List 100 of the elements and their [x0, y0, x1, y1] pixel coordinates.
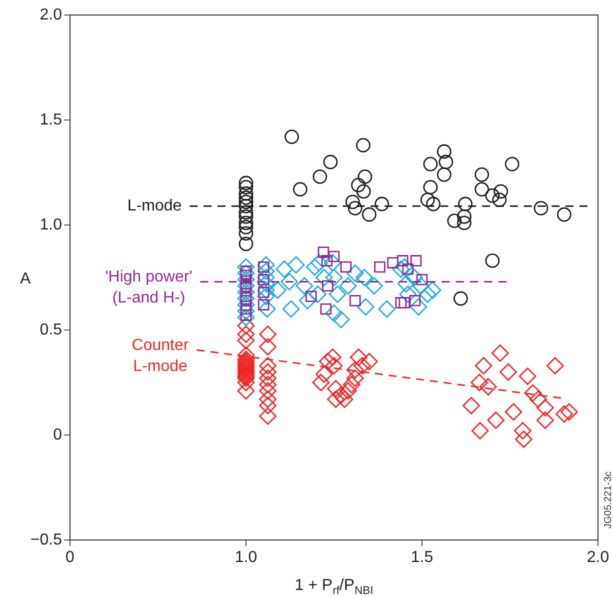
- point: [237, 270, 255, 288]
- point: [424, 281, 442, 299]
- point: [557, 207, 572, 222]
- point: [395, 297, 407, 308]
- point: [310, 254, 328, 272]
- y-axis-title: A: [20, 270, 31, 288]
- point: [356, 184, 371, 199]
- y-tick-label: 1.5: [40, 111, 62, 128]
- point: [287, 256, 305, 274]
- y-tick-label: 0.5: [40, 321, 62, 338]
- point: [306, 258, 324, 276]
- point: [320, 303, 332, 315]
- point: [280, 273, 298, 290]
- point: [356, 268, 373, 286]
- point: [374, 261, 386, 273]
- point: [378, 300, 396, 318]
- point: [447, 214, 462, 228]
- point: [293, 182, 308, 196]
- point: [237, 308, 255, 326]
- point: [348, 201, 362, 216]
- point: [312, 170, 328, 184]
- point: [406, 268, 423, 286]
- point: [492, 192, 507, 207]
- point: [418, 286, 436, 303]
- point: [328, 286, 346, 303]
- point: [454, 291, 468, 306]
- point: [474, 182, 490, 196]
- point: [504, 156, 520, 172]
- point: [258, 300, 276, 318]
- point: [365, 277, 383, 295]
- point: [238, 205, 254, 220]
- point: [238, 190, 254, 205]
- point: [257, 256, 275, 274]
- point: [276, 260, 294, 278]
- point: [474, 167, 490, 182]
- point: [457, 216, 472, 230]
- point: [323, 154, 338, 170]
- point: [494, 184, 508, 199]
- point: [238, 186, 254, 201]
- point: [485, 254, 500, 268]
- point: [237, 296, 255, 314]
- point: [356, 298, 374, 316]
- point: [238, 209, 254, 224]
- y-tick-label: −0.5: [30, 531, 62, 548]
- point: [325, 304, 343, 322]
- point: [423, 180, 438, 194]
- point: [238, 180, 254, 194]
- point: [485, 188, 500, 203]
- point: [426, 196, 440, 212]
- point: [356, 138, 370, 152]
- point: [238, 194, 254, 210]
- point: [237, 302, 255, 320]
- point: [257, 288, 275, 306]
- point: [374, 196, 390, 212]
- point: [298, 292, 316, 310]
- point: [351, 178, 366, 192]
- y-tick-label: 2.0: [40, 6, 62, 24]
- text: JG05.221-3c: [602, 471, 613, 529]
- point: [534, 201, 548, 216]
- point: [238, 198, 254, 214]
- point: [436, 144, 452, 159]
- y-tick-label: 1.0: [40, 216, 62, 234]
- text: L-mode: [127, 198, 182, 215]
- point: [238, 176, 254, 190]
- x-tick-label: 1.5: [410, 549, 434, 566]
- point: [238, 216, 254, 230]
- point: [315, 268, 333, 286]
- point: [392, 260, 410, 278]
- point: [387, 257, 398, 268]
- point: [399, 286, 417, 303]
- point: [237, 284, 255, 301]
- point: [257, 275, 275, 292]
- point: [257, 262, 275, 280]
- point: [358, 170, 372, 184]
- point: [340, 261, 352, 273]
- point: [396, 258, 414, 276]
- x-tick-label: 1.0: [234, 549, 258, 566]
- point: [423, 156, 438, 172]
- point: [268, 281, 286, 299]
- point: [409, 294, 421, 306]
- point: [362, 207, 376, 222]
- point: [309, 286, 327, 303]
- text: Counter L-mode: [132, 336, 190, 375]
- point: [458, 196, 472, 212]
- point: [397, 275, 415, 292]
- point: [257, 281, 275, 299]
- point: [237, 258, 255, 276]
- text: 'High power' (L-and H-): [105, 268, 192, 307]
- y-tick-label: 0: [53, 426, 62, 444]
- point: [238, 226, 254, 241]
- point: [438, 154, 454, 170]
- point: [410, 255, 422, 266]
- point: [328, 250, 340, 262]
- point: [318, 246, 330, 258]
- point: [346, 264, 364, 282]
- point: [332, 310, 350, 328]
- point: [339, 277, 357, 295]
- point: [238, 220, 254, 234]
- point: [296, 277, 314, 295]
- point: [396, 255, 408, 266]
